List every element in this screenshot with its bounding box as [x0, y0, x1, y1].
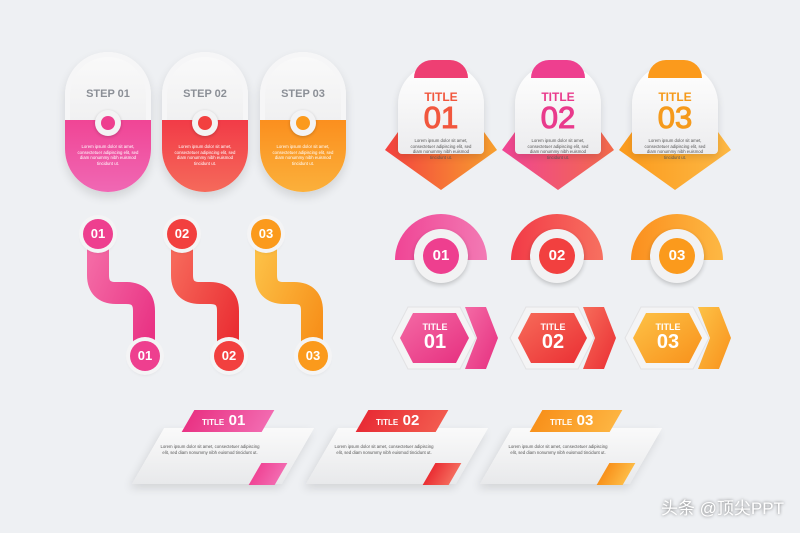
- semi-badge-number: 01: [423, 238, 459, 274]
- step-marker: [95, 110, 121, 136]
- title-card-cap: [648, 60, 702, 78]
- title-card-cap: [414, 60, 468, 78]
- step-description: Lorem ipsum dolor sit amet, consectetuer…: [77, 144, 139, 166]
- semi-badge-number: 03: [659, 238, 695, 274]
- title-card-description: Lorem ipsum dolor sit amet, consectetuer…: [410, 138, 472, 160]
- banner-number: 02: [402, 412, 420, 429]
- step-marker: [290, 110, 316, 136]
- hex-inner-03: [633, 313, 702, 363]
- hex-arrow-03: [698, 307, 731, 369]
- hex-inner-02: [518, 313, 587, 363]
- banner-description-02: Lorem ipsum dolor sit amet, consectetuer…: [334, 444, 434, 455]
- banner-title: TITLE: [376, 418, 399, 427]
- step-description: Lorem ipsum dolor sit amet, consectetuer…: [272, 144, 334, 166]
- path-badge-top-01: 01: [83, 219, 113, 249]
- hex-badge-number: 03: [656, 331, 680, 353]
- title-card-description: Lorem ipsum dolor sit amet, consectetuer…: [527, 138, 589, 160]
- hex-badge-title: TITLE: [655, 322, 681, 332]
- hex-badge-number: 01: [423, 331, 447, 353]
- hex-badge-03: TITLE 03: [635, 322, 701, 353]
- title-card-02: TITLE 02 Lorem ipsum dolor sit amet, con…: [515, 60, 601, 160]
- banner-description-03: Lorem ipsum dolor sit amet, consectetuer…: [508, 444, 608, 455]
- path-badge-top-02: 02: [167, 219, 197, 249]
- title-card-title: TITLE: [658, 90, 692, 104]
- title-card-03: TITLE 03 Lorem ipsum dolor sit amet, con…: [632, 60, 718, 160]
- step-marker: [192, 110, 218, 136]
- banner-label-03: TITLE 03: [550, 412, 593, 430]
- step-label: STEP 02: [183, 88, 227, 100]
- banner-label-01: TITLE 01: [202, 412, 245, 430]
- hex-badge-title: TITLE: [422, 322, 448, 332]
- title-card-number: 03: [657, 100, 693, 135]
- banner-title: TITLE: [202, 418, 225, 427]
- semi-badge-01: 01: [414, 229, 468, 283]
- path-connector-02: [171, 240, 239, 352]
- hex-badge-02: TITLE 02: [520, 322, 586, 353]
- step-label: STEP 01: [86, 88, 130, 100]
- banner-description-01: Lorem ipsum dolor sit amet, consectetuer…: [160, 444, 260, 455]
- banner-label-02: TITLE 02: [376, 412, 419, 430]
- step-label: STEP 03: [281, 88, 325, 100]
- title-card-title: TITLE: [541, 90, 575, 104]
- hex-arrow-01: [465, 307, 498, 369]
- path-badge-bottom-02: 02: [214, 341, 244, 371]
- hex-badge-number: 02: [541, 331, 565, 353]
- path-badge-bottom-01: 01: [130, 341, 160, 371]
- title-card-number: 02: [540, 100, 576, 135]
- hex-badge-title: TITLE: [540, 322, 566, 332]
- path-connector-03: [255, 240, 323, 352]
- semi-badge-number: 02: [539, 238, 575, 274]
- step-description: Lorem ipsum dolor sit amet, consectetuer…: [174, 144, 236, 166]
- path-badge-bottom-03: 03: [298, 341, 328, 371]
- banner-title: TITLE: [550, 418, 573, 427]
- hex-badge-01: TITLE 01: [402, 322, 468, 353]
- semi-badge-02: 02: [530, 229, 584, 283]
- title-card-cap: [531, 60, 585, 78]
- title-card-01: TITLE 01 Lorem ipsum dolor sit amet, con…: [398, 60, 484, 160]
- title-card-number: 01: [423, 100, 459, 135]
- banner-number: 01: [228, 412, 246, 429]
- path-connector-01: [87, 240, 155, 352]
- step-card-02: STEP 02 Lorem ipsum dolor sit amet, cons…: [162, 52, 248, 192]
- title-card-title: TITLE: [424, 90, 458, 104]
- semi-badge-03: 03: [650, 229, 704, 283]
- step-card-01: STEP 01 Lorem ipsum dolor sit amet, cons…: [65, 52, 151, 192]
- hex-inner-01: [400, 313, 469, 363]
- path-badge-top-03: 03: [251, 219, 281, 249]
- hex-arrow-02: [583, 307, 616, 369]
- step-card-03: STEP 03 Lorem ipsum dolor sit amet, cons…: [260, 52, 346, 192]
- banner-number: 03: [576, 412, 594, 429]
- watermark: 头条 @顶尖PPT: [660, 499, 784, 518]
- title-card-description: Lorem ipsum dolor sit amet, consectetuer…: [644, 138, 706, 160]
